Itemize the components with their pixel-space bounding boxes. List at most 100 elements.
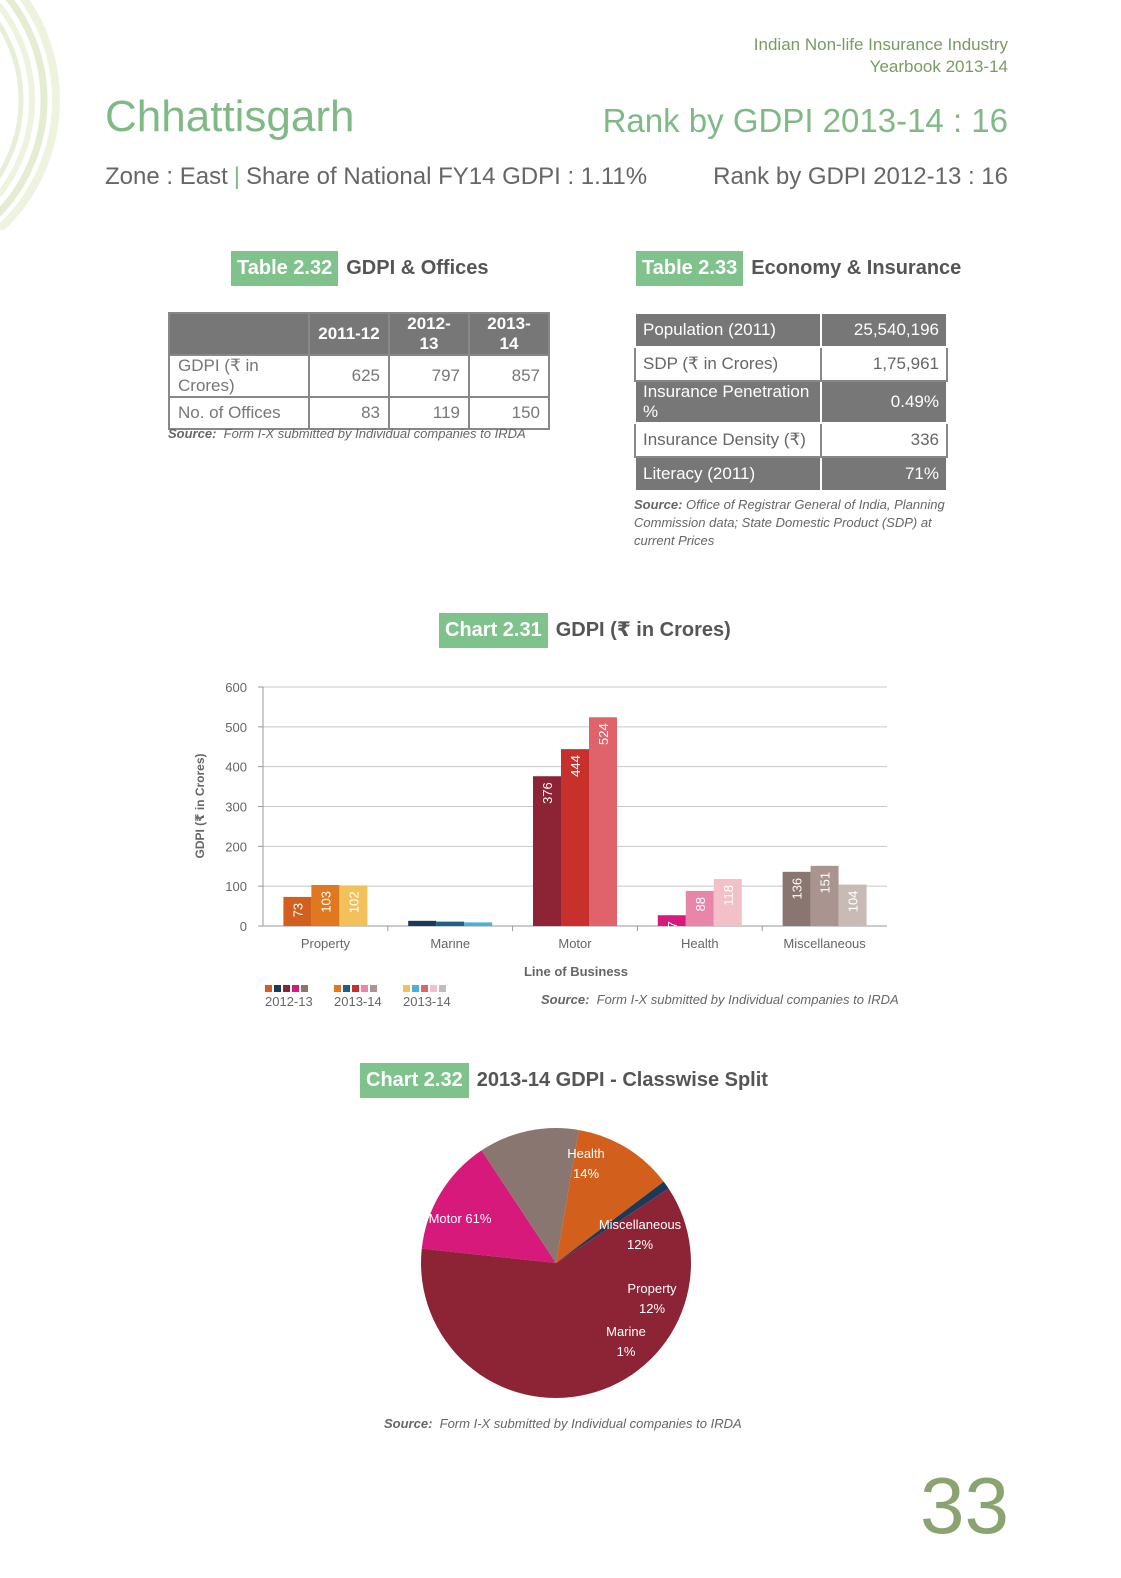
source-text: Form I-X submitted by Individual compani… xyxy=(439,1416,742,1431)
source-line: Office of Registrar General of India, Pl… xyxy=(686,497,945,512)
bar xyxy=(408,920,437,926)
pie-percent-label: 14% xyxy=(573,1166,599,1181)
bar-value-label: 88 xyxy=(693,897,708,911)
y-tick-label: 100 xyxy=(225,879,247,894)
bar-value-label: 11 xyxy=(443,928,458,942)
pie-label: Marine xyxy=(606,1324,646,1339)
x-tick-label: Miscellaneous xyxy=(783,936,866,951)
pie-slice xyxy=(481,1128,579,1263)
pie-percent-label: 12% xyxy=(639,1301,665,1316)
bar-value-label: 376 xyxy=(540,782,555,804)
y-tick-label: 400 xyxy=(225,760,247,775)
x-tick-label: Health xyxy=(681,936,719,951)
zone-separator: | xyxy=(233,163,240,190)
legend-swatch xyxy=(274,985,281,992)
legend-swatch xyxy=(439,985,446,992)
y-tick-label: 300 xyxy=(225,800,247,815)
row-label: Insurance Density (₹) xyxy=(634,422,822,458)
source-line: current Prices xyxy=(634,533,715,548)
source-text: Form I-X submitted by Individual compani… xyxy=(596,992,899,1007)
bar-value-label: 444 xyxy=(568,755,583,777)
legend-label: 2013-14 xyxy=(334,994,382,1009)
legend-swatch xyxy=(283,985,290,992)
table-233-header: Table 2.33 Economy & Insurance xyxy=(636,251,961,286)
bar xyxy=(657,915,686,926)
table-row: Insurance Density (₹) 336 xyxy=(634,422,948,458)
row-label: Literacy (2011) xyxy=(634,456,822,492)
chart-232-source: Source: Form I-X submitted by Individual… xyxy=(384,1416,742,1431)
bar xyxy=(436,921,465,926)
legend-swatch xyxy=(370,985,377,992)
legend-label: 2013-14 xyxy=(403,994,451,1009)
table-header-cell xyxy=(168,312,310,356)
bar-value-label: 118 xyxy=(721,885,736,906)
table-header-cell: 2012-13 xyxy=(388,312,470,356)
y-axis-label: GDPI (₹ in Crores) xyxy=(193,753,207,858)
zone-line: Zone : East | Share of National FY14 GDPI … xyxy=(105,163,647,191)
bar xyxy=(311,884,340,926)
table-cell: 625 xyxy=(308,354,390,398)
pie-label: Property xyxy=(627,1281,677,1296)
table-row: SDP (₹ in Crores) 1,75,961 xyxy=(634,346,948,382)
bar xyxy=(810,865,839,926)
y-tick-label: 600 xyxy=(225,680,247,695)
table-232-tag: Table 2.32 xyxy=(231,251,339,286)
source-label: Source: xyxy=(541,992,590,1007)
y-tick-label: 500 xyxy=(225,720,247,735)
gdpi-offices-table: 2011-12 2012-13 2013-14 GDPI (₹ in Crore… xyxy=(168,312,550,430)
table-cell: 336 xyxy=(820,422,948,458)
legend-swatch xyxy=(412,985,419,992)
table-row: No. of Offices 83 119 150 xyxy=(168,396,550,430)
x-tick-label: Marine xyxy=(430,936,470,951)
table-233-source: Source: Office of Registrar General of I… xyxy=(634,496,954,550)
bar xyxy=(589,717,617,926)
bar xyxy=(782,871,811,926)
table-header-row: 2011-12 2012-13 2013-14 xyxy=(168,312,550,356)
table-row: Insurance Penetration % 0.49% xyxy=(634,380,948,424)
y-tick-label: 0 xyxy=(240,919,247,934)
legend-swatch xyxy=(403,985,410,992)
rank-previous: Rank by GDPI 2012-13 : 16 xyxy=(713,163,1008,190)
pie-percent-label: 1% xyxy=(617,1344,636,1359)
bar xyxy=(283,896,312,926)
source-label: Source: xyxy=(384,1416,433,1431)
bar-value-label: 151 xyxy=(818,872,833,894)
source-label: Source: xyxy=(634,497,683,512)
legend-swatch xyxy=(265,985,272,992)
bar xyxy=(533,776,561,926)
table-header-cell: 2011-12 xyxy=(308,312,390,356)
classwise-pie-chart: Health 14% Miscellaneous 12% Property 12% Mari… xyxy=(421,1128,691,1398)
bar-value-label: 73 xyxy=(290,903,305,917)
table-cell: 119 xyxy=(388,396,470,430)
table-233-title: Economy & Insurance xyxy=(751,257,962,279)
chart-231-title: GDPI (₹ in Crores) xyxy=(555,619,731,641)
chart-231-source: Source: Form I-X submitted by Individual… xyxy=(541,992,899,1007)
bar-value-label: 136 xyxy=(790,878,805,900)
row-label: No. of Offices xyxy=(168,396,310,430)
table-cell: 25,540,196 xyxy=(820,312,948,348)
pie-slice xyxy=(556,1129,664,1263)
table-cell: 857 xyxy=(468,354,550,398)
legend-label: 2012-13 xyxy=(265,994,313,1009)
table-header-cell: 2013-14 xyxy=(468,312,550,356)
legend-swatch xyxy=(361,985,368,992)
header-line-2: Yearbook 2013-14 xyxy=(869,57,1008,76)
table-232-header: Table 2.32 GDPI & Offices xyxy=(231,251,489,286)
legend-swatch xyxy=(343,985,350,992)
pie-percent-label: 12% xyxy=(627,1237,653,1252)
row-label: SDP (₹ in Crores) xyxy=(634,346,822,382)
bar xyxy=(713,878,742,926)
bar xyxy=(464,922,493,926)
table-cell: 797 xyxy=(388,354,470,398)
legend-swatch xyxy=(430,985,437,992)
table-row: Literacy (2011) 71% xyxy=(634,456,948,492)
bar xyxy=(685,890,714,926)
table-232-title: GDPI & Offices xyxy=(346,257,489,279)
y-tick-label: 200 xyxy=(225,839,247,854)
chart-232-title: 2013-14 GDPI - Classwise Split xyxy=(476,1069,768,1091)
table-row: Population (2011) 25,540,196 xyxy=(634,312,948,348)
legend-swatch xyxy=(292,985,299,992)
legend-swatch xyxy=(301,985,308,992)
legend-swatch xyxy=(334,985,341,992)
x-tick-label: Property xyxy=(301,936,351,951)
